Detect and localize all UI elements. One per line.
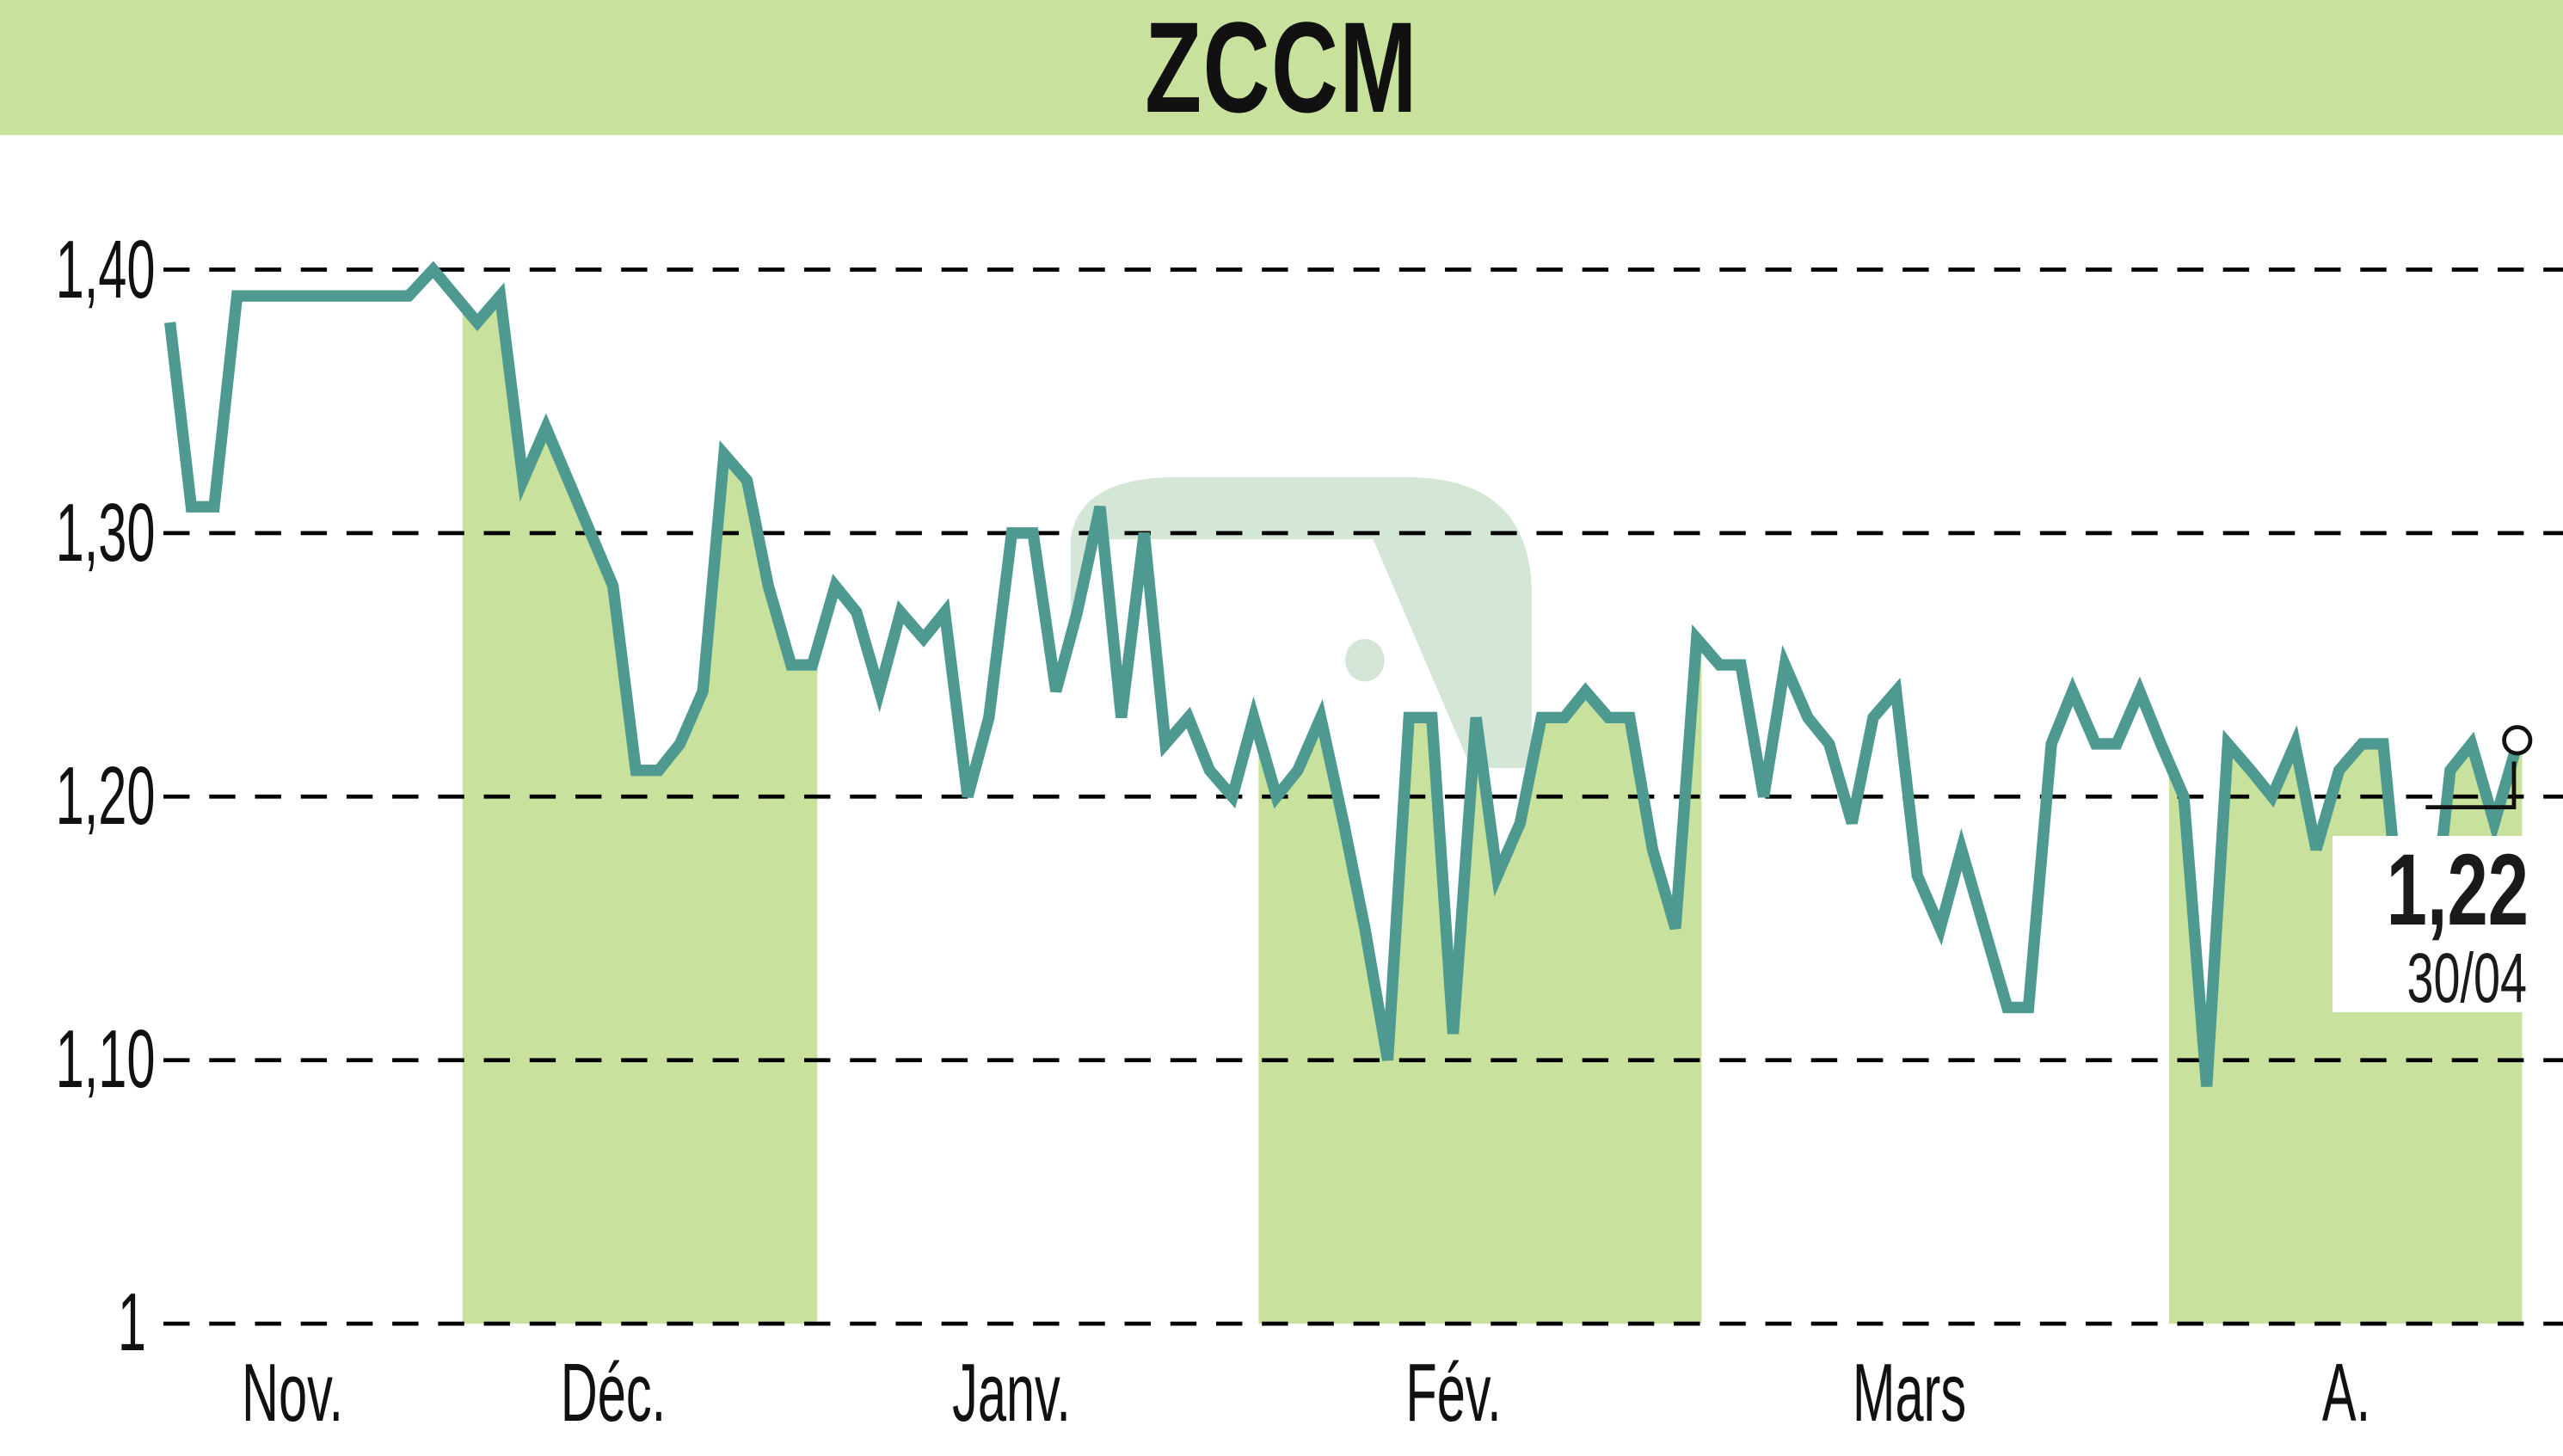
y-tick-label: 1 bbox=[117, 1276, 146, 1368]
x-tick-label: A. bbox=[2321, 1347, 2371, 1439]
x-tick-label: Mars bbox=[1852, 1347, 1967, 1439]
last-quote-value: 1,22 bbox=[2386, 833, 2529, 947]
y-tick-label: 1,30 bbox=[55, 487, 156, 579]
watermark-logo bbox=[1070, 476, 1532, 769]
x-tick-label: Fév. bbox=[1405, 1347, 1502, 1439]
chart-title: ZCCM bbox=[1145, 0, 1418, 139]
title-band bbox=[0, 0, 2563, 135]
x-tick-label: Déc. bbox=[560, 1347, 667, 1439]
y-tick-label: 1,20 bbox=[55, 750, 156, 842]
last-quote-date: 30/04 bbox=[2406, 939, 2527, 1017]
last-quote-box bbox=[2333, 836, 2523, 1012]
last-point-marker bbox=[2425, 725, 2533, 810]
x-tick-label: Nov. bbox=[242, 1347, 343, 1439]
y-tick-label: 1,40 bbox=[55, 224, 156, 316]
y-tick-label: 1,10 bbox=[55, 1013, 156, 1105]
gridlines bbox=[163, 267, 2563, 1326]
price-line bbox=[164, 261, 2523, 1087]
x-tick-label: Janv. bbox=[952, 1347, 1071, 1439]
